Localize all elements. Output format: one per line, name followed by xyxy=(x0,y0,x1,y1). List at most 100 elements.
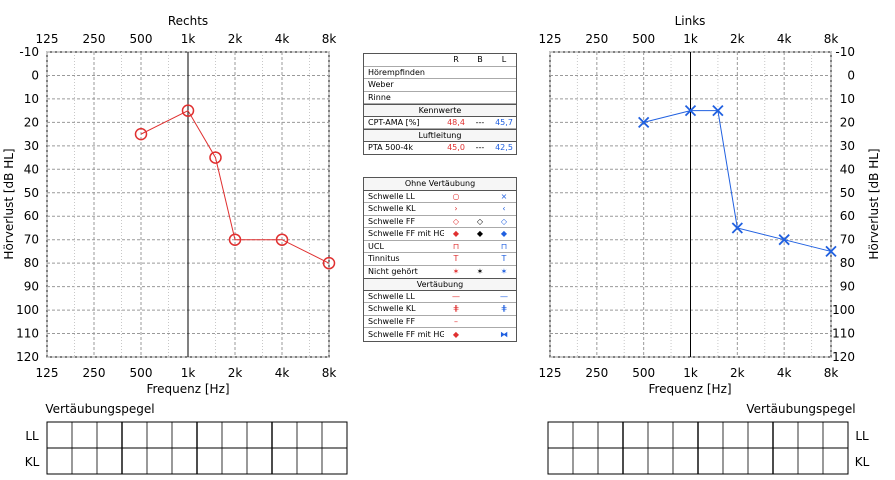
legend-ohne-row: Schwelle KL › ‹ xyxy=(364,203,516,216)
chart-right-xlabel: Frequenz [Hz] xyxy=(146,382,229,396)
plot-frame xyxy=(46,51,330,358)
legend-vertaeubung-header: Vertäubung xyxy=(364,278,516,291)
legend-ohne-header: Ohne Vertäubung xyxy=(364,178,516,191)
y-tick-label: 80 xyxy=(24,256,39,270)
data-point-x xyxy=(712,105,724,117)
y-tick-label: 100 xyxy=(832,303,855,317)
legend-ohne-row-label: Tinnitus xyxy=(368,254,400,264)
x-tick-label-top: 125 xyxy=(539,32,562,46)
data-point-x xyxy=(778,234,790,246)
legend-ohne-row-label: Nicht gehört xyxy=(368,267,418,277)
y-tick-label: 90 xyxy=(840,280,855,294)
legend-mit-symbol-right: – xyxy=(454,316,458,326)
x-tick-label-bottom: 250 xyxy=(585,366,608,380)
data-point-circle xyxy=(209,151,222,164)
legend-ohne-symbol-left: ‹ xyxy=(502,204,506,214)
legend-ohne-symbol-right: ◇ xyxy=(452,216,460,226)
legend-luftleitung-header: Luftleitung xyxy=(364,129,516,142)
y-tick-label: 110 xyxy=(16,327,39,341)
y-tick-label: 120 xyxy=(16,350,39,364)
x-tick-label-bottom: 250 xyxy=(83,366,106,380)
col-l: L xyxy=(501,55,507,65)
legend-row-hoerempfinden: Hörempfinden xyxy=(364,67,516,79)
data-point-x xyxy=(638,116,650,129)
x-tick-label-bottom: 4k xyxy=(777,366,792,380)
x-tick-label-top: 1k xyxy=(683,32,698,46)
legend-row-cpt: CPT-AMA [%] 48,4 --- 45,7 xyxy=(364,117,516,129)
y-tick-label: 90 xyxy=(24,280,39,294)
y-tick-label: 40 xyxy=(24,162,39,176)
legend-ohne-symbol-left: ⊓ xyxy=(500,241,508,251)
legend-mit-row-label: Schwelle KL xyxy=(368,304,416,314)
legend-ohne-row: Nicht gehört ✶ ✶ ✶ xyxy=(364,266,516,279)
legend-ohne-row-label: Schwelle FF xyxy=(368,216,416,226)
legend-ohne-symbol-both: ✶ xyxy=(476,267,484,277)
x-tick-label-top: 1k xyxy=(181,32,196,46)
legend-ohne-symbol-left: ◆ xyxy=(500,229,508,239)
chart-right-ylabel: Hörverlust [dB HL] xyxy=(2,148,16,259)
x-tick-label-top: 2k xyxy=(730,32,745,46)
y-tick-label: 10 xyxy=(24,92,39,106)
y-tick-label: 70 xyxy=(840,233,855,247)
legend-ohne-row: UCL ⊓ ⊓ xyxy=(364,241,516,253)
y-tick-label: 50 xyxy=(24,186,39,200)
x-tick-label-top: 8k xyxy=(322,32,337,46)
masking-right-ll-label: LL xyxy=(25,429,39,443)
pta-left-value: 42,5 xyxy=(495,143,513,153)
data-point-circle xyxy=(322,256,336,270)
legend-ohne-symbol-right: ⊓ xyxy=(452,241,460,251)
x-tick-label-top: 500 xyxy=(632,32,655,46)
legend-symbols-box: Ohne Vertäubung Schwelle LL ○ × Schwelle KL… xyxy=(363,177,517,342)
legend-row-weber: Weber xyxy=(364,79,516,92)
y-tick-label: 20 xyxy=(24,115,39,129)
x-tick-label-bottom: 2k xyxy=(730,366,745,380)
legend-mit-row: Schwelle KL ⋕ ⋕ xyxy=(364,303,516,316)
chart-left-title: Links xyxy=(675,14,706,28)
y-tick-label: 60 xyxy=(840,209,855,223)
x-tick-label-top: 500 xyxy=(130,32,153,46)
legend-ohne-symbol-left: T xyxy=(501,254,507,264)
masking-left-kl-label: KL xyxy=(855,455,870,469)
series-line xyxy=(643,110,832,252)
y-tick-label: 70 xyxy=(24,233,39,247)
y-tick-label: 30 xyxy=(840,139,855,153)
legend-row-pta: PTA 500-4k 45,0 --- 42,5 xyxy=(364,142,516,155)
x-tick-label-top: 125 xyxy=(36,32,59,46)
y-tick-label: 10 xyxy=(840,92,855,106)
y-tick-label: 20 xyxy=(840,115,855,129)
chart-left-ylabel: Hörverlust [dB HL] xyxy=(867,148,881,259)
legend-ohne-row: Schwelle FF ◇ ◇ ◇ xyxy=(364,216,516,228)
legend-ohne-row: Tinnitus T T xyxy=(364,253,516,266)
y-tick-label: 40 xyxy=(840,162,855,176)
data-point-circle xyxy=(275,233,289,246)
legend-mit-row-label: Schwelle LL xyxy=(368,291,415,301)
y-tick-label: 100 xyxy=(16,303,39,317)
legend-summary-header: R B L xyxy=(364,54,516,67)
y-tick-label: 30 xyxy=(24,139,39,153)
pta-both-value: --- xyxy=(475,143,485,153)
y-tick-label: -10 xyxy=(835,45,855,59)
x-tick-label-bottom: 8k xyxy=(322,366,337,380)
legend-ohne-symbol-both: ◆ xyxy=(476,229,484,239)
chart-left-xlabel: Frequenz [Hz] xyxy=(648,382,731,396)
chart-right-title: Rechts xyxy=(168,14,208,28)
x-tick-label-top: 250 xyxy=(585,32,608,46)
legend-row-rinne: Rinne xyxy=(364,92,516,104)
cpt-left-value: 45,7 xyxy=(495,117,513,127)
masking-right-table xyxy=(46,421,348,475)
x-tick-label-bottom: 8k xyxy=(824,366,839,380)
data-point-circle xyxy=(228,233,242,246)
masking-left-title: Vertäubungspegel xyxy=(746,402,855,416)
y-tick-label: 50 xyxy=(840,186,855,200)
masking-right-kl-label: KL xyxy=(25,455,40,469)
data-point-circle xyxy=(134,127,148,141)
legend-mit-row-label: Schwelle FF mit HG xyxy=(368,329,444,339)
x-tick-label-bottom: 125 xyxy=(539,366,562,380)
pta-right-value: 45,0 xyxy=(447,143,465,153)
legend-ohne-row: Schwelle LL ○ × xyxy=(364,191,516,203)
data-point-x xyxy=(731,222,743,234)
legend-ohne-symbol-right: › xyxy=(454,204,458,214)
y-tick-label: 110 xyxy=(832,327,855,341)
legend-ohne-symbol-both: ◇ xyxy=(476,216,484,226)
y-tick-label: 0 xyxy=(31,68,39,82)
